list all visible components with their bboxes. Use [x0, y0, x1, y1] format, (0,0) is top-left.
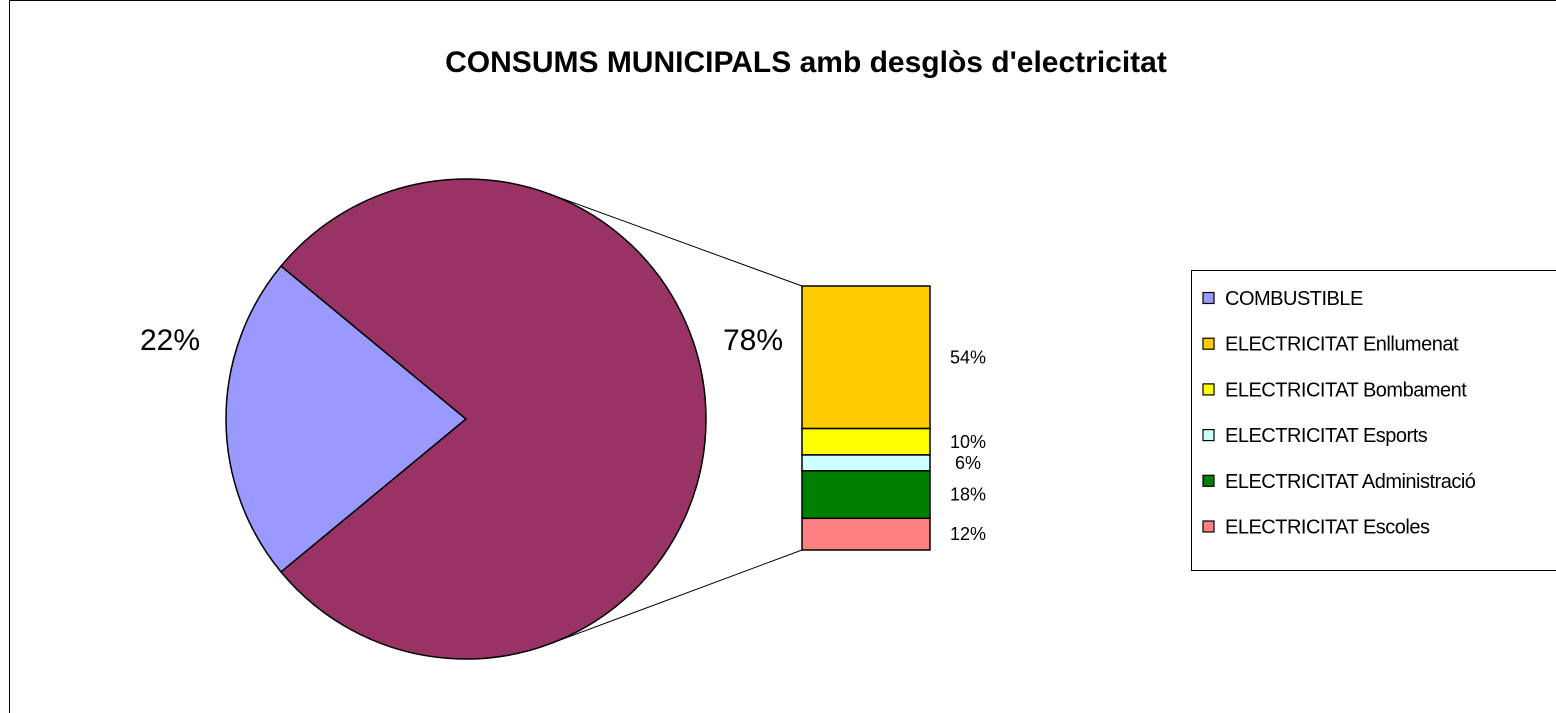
- legend-swatch-electricitat-enllumenat: [1202, 337, 1215, 350]
- bar-segment-electricitat-escoles: [801, 517, 931, 551]
- bar-label-electricitat-escoles: 12%: [950, 524, 986, 544]
- legend-box: [1191, 270, 1556, 571]
- legend-swatch-electricitat-bombament: [1202, 383, 1215, 396]
- pie-slice-electricitat: [280, 178, 707, 660]
- bar-segment-electricitat-enllumenat: [801, 285, 931, 430]
- bar-label-electricitat-administracio: 18%: [950, 485, 986, 505]
- chart-title: CONSUMS MUNICIPALS amb desglòs d'electri…: [445, 46, 1167, 79]
- bar-label-electricitat-esports: 6%: [955, 453, 981, 473]
- legend-label-combustible: COMBUSTIBLE: [1225, 288, 1363, 310]
- legend-swatch-electricitat-escoles: [1202, 520, 1215, 533]
- pie-slice-combustible: [225, 264, 468, 574]
- connector-line-top: [547, 193, 803, 287]
- legend-label-electricitat-bombament: ELECTRICITAT Bombament: [1225, 379, 1467, 401]
- legend-swatch-electricitat-esports: [1202, 429, 1215, 442]
- bar-label-electricitat-enllumenat: 54%: [950, 347, 986, 367]
- breakdown-bar: [801, 285, 931, 551]
- legend: COMBUSTIBLE ELECTRICITAT Enllumenat ELECTR…: [1191, 270, 1556, 571]
- legend-label-electricitat-escoles: ELECTRICITAT Escoles: [1225, 517, 1430, 539]
- pie: [225, 178, 707, 660]
- legend-swatch-electricitat-administracio: [1202, 474, 1215, 487]
- data-labels: 22% 78% 54% 10%6% 18% 12%: [140, 324, 986, 544]
- connector-lines: [547, 193, 803, 645]
- legend-label-electricitat-enllumenat: ELECTRICITAT Enllumenat: [1225, 334, 1459, 356]
- legend-swatch-combustible: [1202, 291, 1215, 305]
- legend-label-electricitat-esports: ELECTRICITAT Esports: [1225, 425, 1428, 447]
- bar-segment-electricitat-esports: [801, 454, 931, 472]
- pie-label-electricitat: 78%: [723, 324, 783, 357]
- connector-line-bottom: [547, 549, 803, 645]
- bar-segment-electricitat-administracio: [801, 470, 931, 520]
- bar-label-electricitat-bombament: 10%: [950, 432, 986, 452]
- legend-label-electricitat-administracio: ELECTRICITAT Administració: [1225, 471, 1476, 493]
- pie-label-combustible: 22%: [140, 324, 200, 357]
- bar-segment-electricitat-bombament: [801, 427, 931, 456]
